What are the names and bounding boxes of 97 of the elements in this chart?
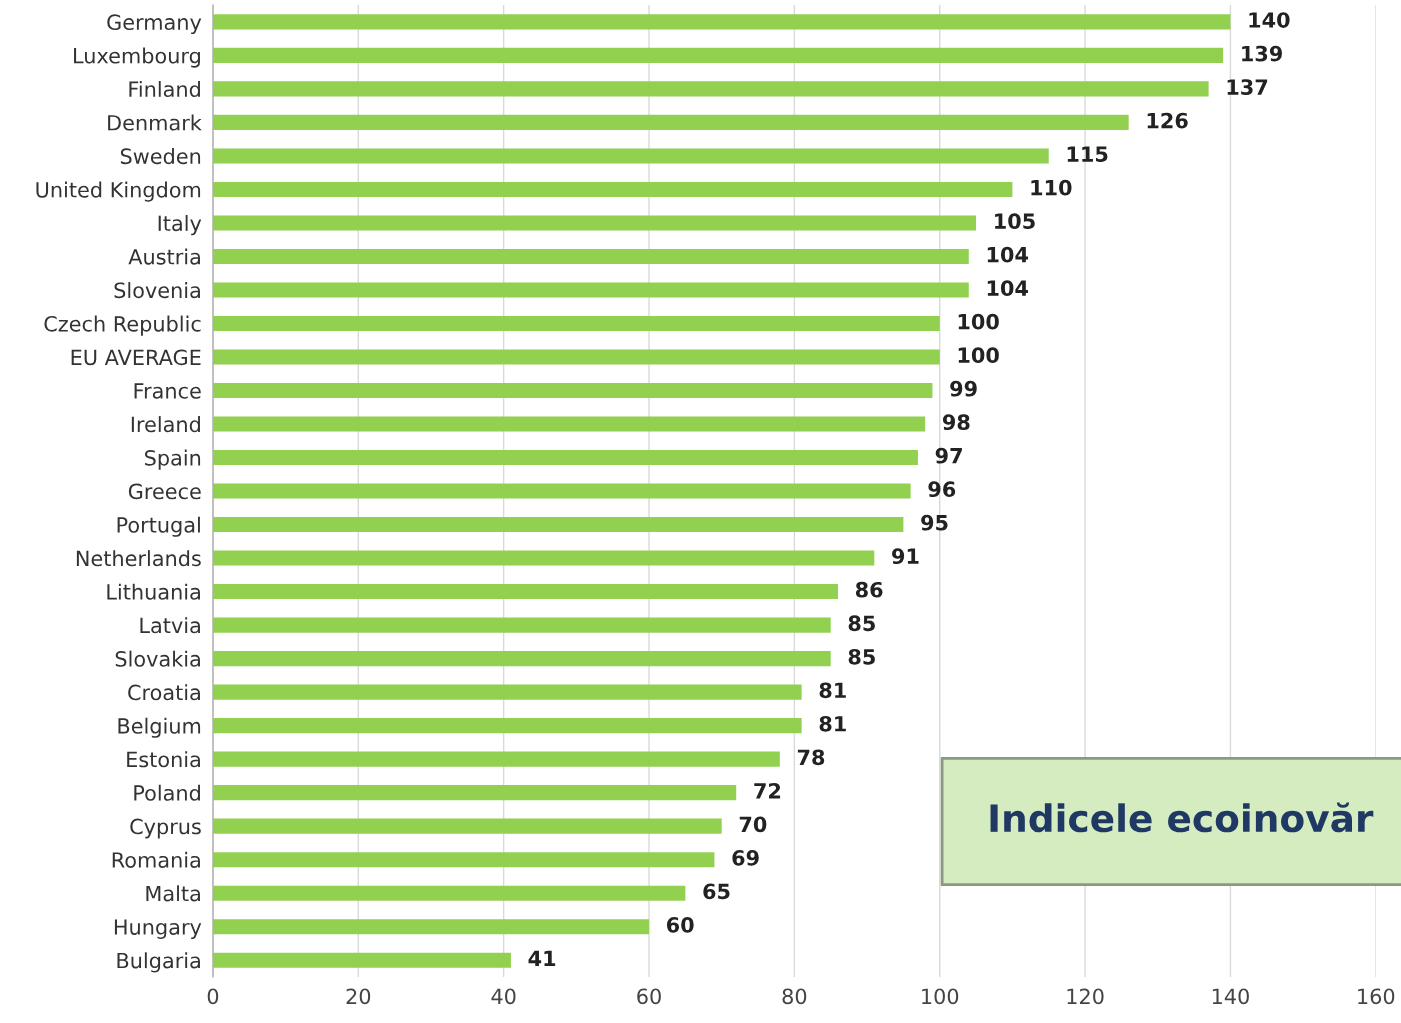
bar	[212, 550, 875, 566]
x-tick-label: 160	[1358, 988, 1395, 1005]
x-tick-label: 120	[1067, 988, 1104, 1005]
y-tick-label: Czech Republic	[44, 315, 201, 336]
x-tick-label: 80	[782, 988, 807, 1005]
y-tick-label: Spain	[145, 449, 201, 470]
y-tick-label: Slovakia	[115, 650, 200, 667]
data-label: 98	[942, 414, 970, 431]
bar	[212, 349, 940, 365]
data-label: 96	[928, 481, 956, 498]
bar	[212, 651, 831, 667]
bar	[212, 885, 686, 901]
bar	[212, 14, 1231, 30]
data-label: 69	[732, 849, 759, 866]
y-tick-label: Cyprus	[130, 818, 201, 839]
bar	[212, 81, 1209, 97]
y-tick-label: Belgium	[118, 717, 201, 738]
data-label: 85	[848, 648, 875, 665]
bar	[212, 617, 831, 633]
bar	[212, 818, 722, 834]
bar	[212, 181, 1013, 197]
y-tick-label: Austria	[128, 248, 200, 265]
y-tick-label: Poland	[134, 784, 200, 801]
bar	[212, 483, 911, 499]
bar	[212, 684, 802, 700]
data-label: 85	[848, 615, 875, 632]
data-label: 41	[528, 950, 556, 966]
y-tick-label: Hungary	[114, 919, 202, 939]
x-tick-label: 100	[922, 988, 959, 1005]
bar	[212, 215, 977, 231]
y-tick-label: Ireland	[131, 416, 200, 433]
data-label: 100	[958, 313, 999, 330]
bar	[212, 449, 918, 466]
data-label: 65	[703, 883, 730, 900]
data-label: 70	[739, 816, 767, 833]
y-tick-label: Romania	[112, 851, 200, 868]
y-tick-label: Bulgaria	[117, 952, 200, 973]
data-label: 110	[1031, 179, 1072, 196]
bar	[212, 114, 1129, 130]
data-label: 95	[921, 514, 948, 531]
y-tick-label: Latvia	[140, 617, 200, 634]
y-tick-label: Denmark	[108, 114, 202, 131]
data-label: 105	[995, 213, 1035, 229]
y-tick-label: Malta	[146, 885, 200, 902]
y-tick-label: Portugal	[117, 516, 200, 537]
data-label: 100	[958, 347, 999, 364]
y-tick-label: France	[134, 383, 201, 399]
text: Indicele ecoinovăr	[990, 802, 1374, 833]
y-tick-label: EU AVERAGE	[71, 349, 201, 366]
data-label: 78	[797, 749, 825, 766]
data-label: 60	[666, 916, 694, 933]
y-tick-label: Estonia	[127, 751, 200, 768]
data-label: 137	[1227, 79, 1268, 95]
bar	[212, 416, 926, 432]
y-tick-label: Luxembourg	[74, 47, 200, 68]
bar	[212, 315, 940, 332]
y-tick-label: Sweden	[120, 148, 201, 165]
bar	[212, 952, 511, 968]
data-label: 81	[819, 682, 846, 699]
y-tick-label: Germany	[107, 14, 202, 35]
data-label: 126	[1147, 112, 1188, 129]
x-tick-label: 0	[207, 988, 219, 1005]
y-tick-label: Croatia	[128, 684, 200, 701]
bar	[212, 248, 969, 264]
data-label: 99	[950, 380, 977, 397]
data-label: 86	[855, 581, 883, 598]
y-tick-label: Italy	[158, 215, 202, 236]
x-tick-label: 40	[491, 988, 516, 1005]
data-label: 104	[987, 280, 1028, 297]
data-label: 91	[892, 548, 919, 565]
bar	[212, 919, 650, 935]
y-tick-label: Slovenia	[114, 282, 200, 299]
bar	[212, 852, 715, 868]
bar	[212, 382, 933, 399]
y-tick-label: Netherlands	[76, 550, 201, 567]
x-tick-label: 140	[1212, 988, 1249, 1005]
bar	[212, 718, 802, 734]
bar	[212, 282, 969, 298]
data-label: 72	[754, 782, 781, 799]
bar	[212, 47, 1224, 63]
bar	[212, 751, 780, 767]
y-tick-label: Lithuania	[107, 583, 200, 600]
bar	[212, 584, 838, 600]
x-tick-label: 60	[637, 988, 661, 1005]
y-tick-label: Finland	[129, 80, 200, 98]
data-label: 81	[819, 715, 846, 732]
data-label: 139	[1242, 45, 1282, 62]
bar	[212, 148, 1049, 164]
y-tick-label: United Kingdom	[36, 181, 201, 202]
bar	[212, 517, 904, 533]
data-label: 104	[987, 246, 1028, 263]
data-label: 140	[1249, 12, 1290, 28]
y-tick-label: Greece	[128, 483, 201, 500]
data-label: 97	[935, 447, 962, 464]
bar	[212, 785, 737, 801]
x-tick-label: 20	[346, 988, 371, 1005]
data-label: 115	[1067, 146, 1108, 162]
